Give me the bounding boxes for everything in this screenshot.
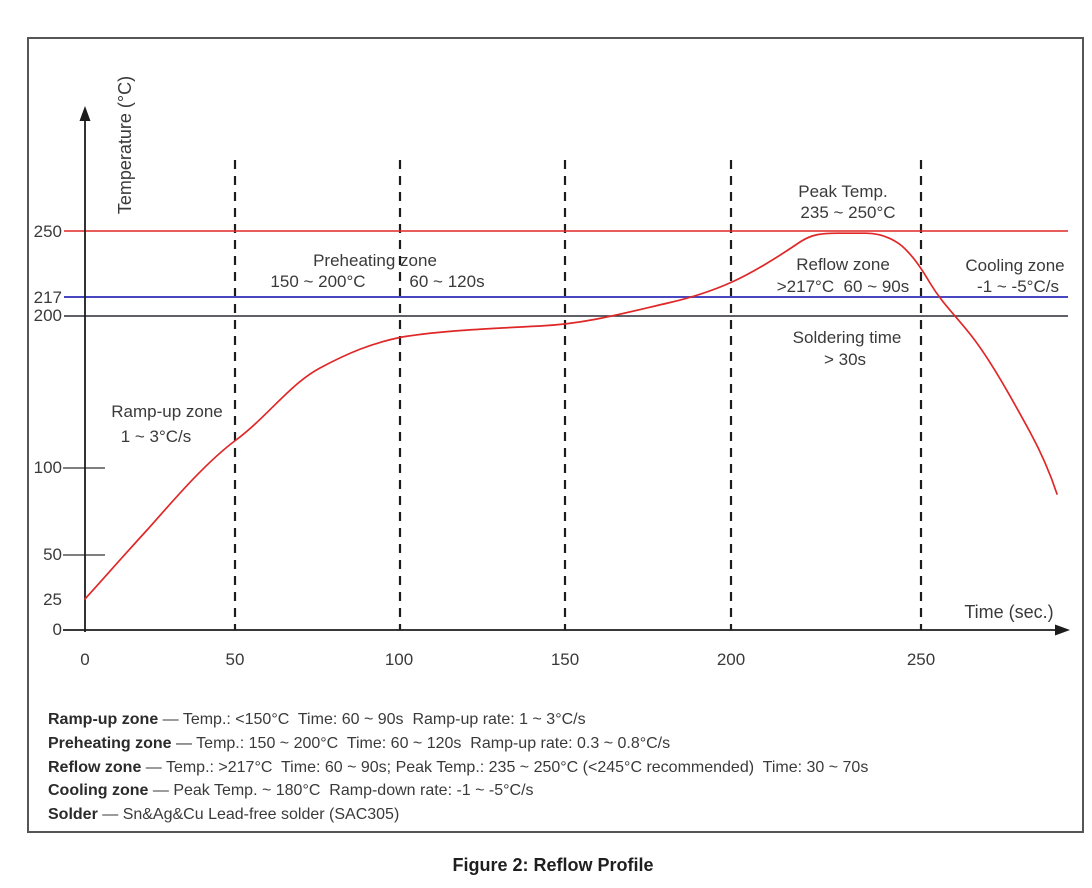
- y-axis-title: Temperature (°C): [115, 75, 135, 215]
- ramp-up-rate-label: 1 ~ 3°C/s: [120, 427, 192, 446]
- y-tick-0: 0: [52, 620, 62, 639]
- preheating-temp-label: 150 ~ 200°C: [270, 272, 366, 291]
- legend-reflow-desc: — Temp.: >217°C Time: 60 ~ 90s; Peak Tem…: [141, 759, 869, 776]
- legend-ramp-up-desc: — Temp.: <150°C Time: 60 ~ 90s Ramp-up r…: [158, 711, 586, 728]
- x-tick-150: 150: [550, 650, 580, 669]
- y-tick-250: 250: [33, 222, 62, 241]
- legend-ramp-up: Ramp-up zone — Temp.: <150°C Time: 60 ~ …: [48, 710, 586, 729]
- x-axis-title: Time (sec.): [964, 602, 1054, 622]
- figure-caption: Figure 2: Reflow Profile: [452, 855, 654, 875]
- x-tick-250: 250: [906, 650, 936, 669]
- y-tick-50: 50: [43, 545, 62, 564]
- legend-reflow: Reflow zone — Temp.: >217°C Time: 60 ~ 9…: [48, 758, 868, 777]
- legend-preheating-term: Preheating zone: [48, 735, 172, 752]
- y-tick-217: 217: [33, 288, 62, 307]
- reflow-detail-label: >217°C 60 ~ 90s: [776, 277, 910, 296]
- legend-solder-term: Solder: [48, 806, 98, 823]
- legend-cooling-term: Cooling zone: [48, 782, 149, 799]
- peak-temp-range-label: 235 ~ 250°C: [800, 203, 896, 222]
- x-tick-200: 200: [716, 650, 746, 669]
- preheating-time-label: 60 ~ 120s: [409, 272, 485, 291]
- legend-cooling-desc: — Peak Temp. ~ 180°C Ramp-down rate: -1 …: [148, 782, 534, 799]
- reflow-zone-label: Reflow zone: [796, 255, 890, 274]
- legend-preheating: Preheating zone — Temp.: 150 ~ 200°C Tim…: [48, 734, 670, 753]
- y-tick-100: 100: [33, 458, 62, 477]
- legend-solder: Solder — Sn&Ag&Cu Lead-free solder (SAC3…: [48, 805, 399, 824]
- legend-solder-desc: — Sn&Ag&Cu Lead-free solder (SAC305): [97, 806, 400, 823]
- ramp-up-zone-label: Ramp-up zone: [111, 402, 223, 421]
- peak-temp-label: Peak Temp.: [798, 182, 888, 201]
- legend-reflow-term: Reflow zone: [48, 759, 142, 776]
- cooling-rate-label: -1 ~ -5°C/s: [977, 277, 1059, 296]
- legend-preheating-desc: — Temp.: 150 ~ 200°C Time: 60 ~ 120s Ram…: [171, 735, 671, 752]
- x-tick-0: 0: [80, 650, 90, 669]
- legend-cooling: Cooling zone — Peak Temp. ~ 180°C Ramp-d…: [48, 781, 534, 800]
- soldering-time-value-label: > 30s: [823, 350, 867, 369]
- preheating-zone-label: Preheating zone: [313, 251, 437, 270]
- x-tick-50: 50: [225, 650, 245, 669]
- x-tick-100: 100: [384, 650, 414, 669]
- soldering-time-label: Soldering time: [792, 328, 902, 347]
- y-tick-200: 200: [33, 306, 62, 325]
- cooling-zone-label: Cooling zone: [965, 256, 1065, 275]
- y-tick-25: 25: [43, 590, 62, 609]
- legend-ramp-up-term: Ramp-up zone: [48, 711, 159, 728]
